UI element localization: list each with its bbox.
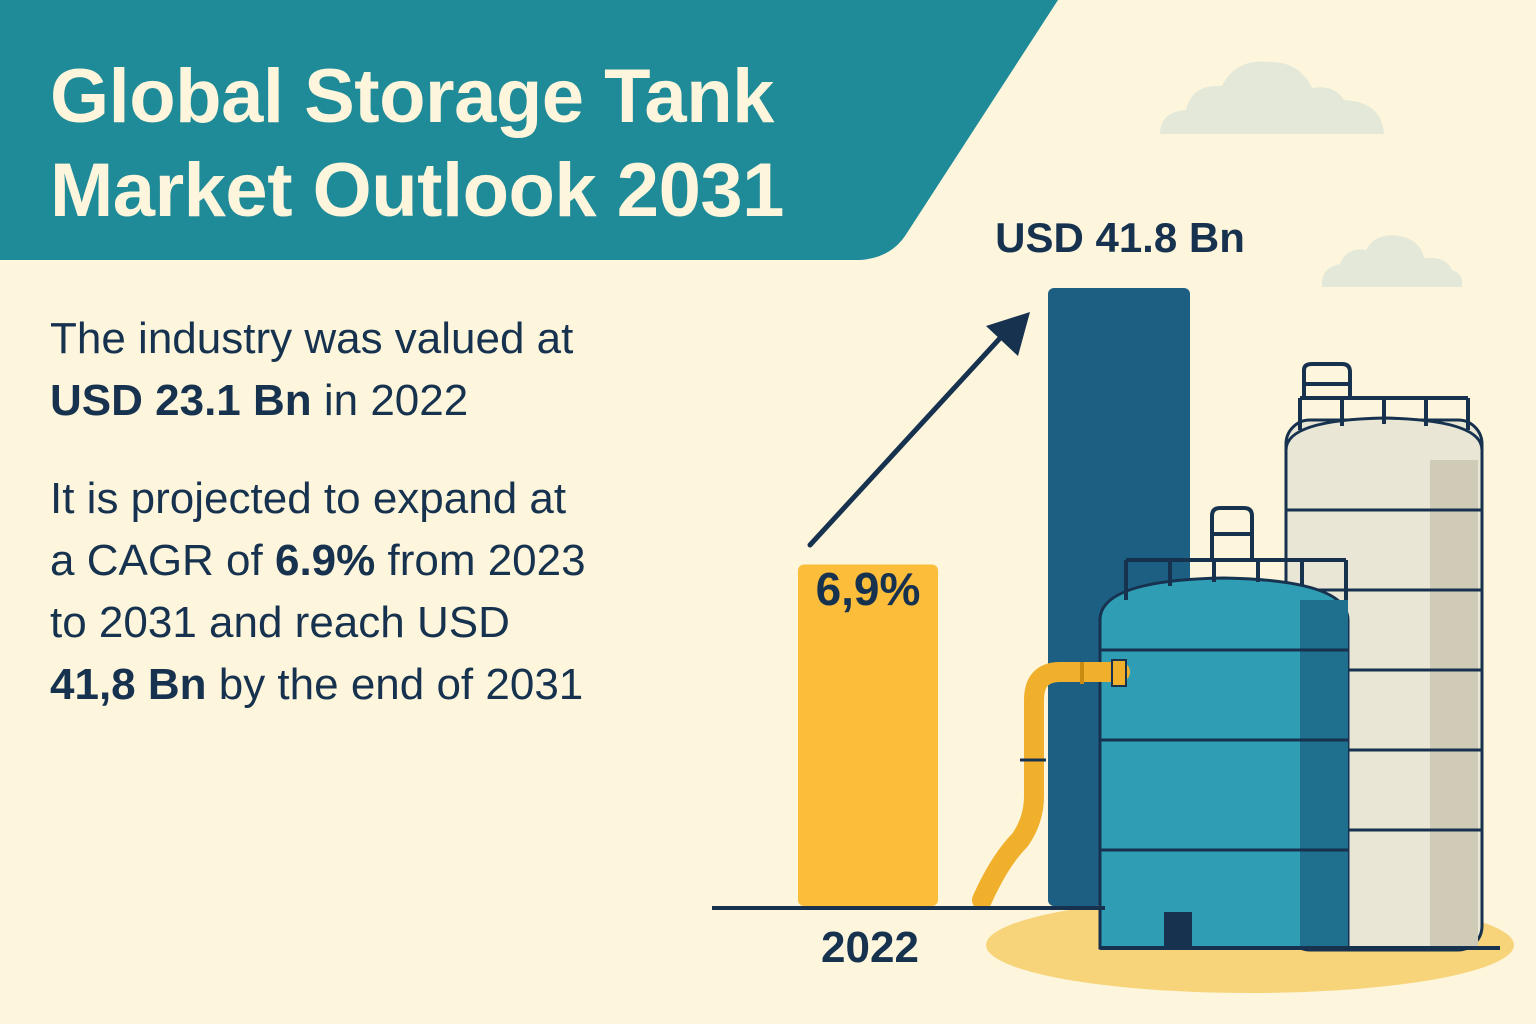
cloud-icon bbox=[1160, 61, 1384, 134]
cagr-suffix: from 2023 bbox=[375, 536, 586, 585]
cagr-label: 6,9% bbox=[816, 563, 921, 615]
value-2022: USD 23.1 Bn bbox=[50, 376, 312, 425]
storage-tank-icon bbox=[986, 362, 1514, 993]
cagr-prefix: a CAGR of bbox=[50, 536, 275, 585]
projection-line-3: to 2031 and reach USD bbox=[50, 598, 510, 647]
projection-line-4: 41,8 Bn by the end of 2031 bbox=[50, 654, 586, 716]
value-2031: 41,8 Bn bbox=[50, 660, 207, 709]
pipe-icon bbox=[972, 659, 1130, 910]
bar-2022 bbox=[798, 564, 938, 906]
projection-line-1: It is projected to expand at bbox=[50, 474, 567, 523]
cagr-value: 6.9% bbox=[274, 536, 376, 585]
valuation-line-1: The industry was valued at bbox=[50, 314, 574, 363]
valuation-line-2: USD 23.1 Bn in 2022 bbox=[50, 370, 573, 432]
projection-paragraph: It is projected to expand at a CAGR of 6… bbox=[50, 468, 586, 716]
projection-end-text: by the end of 2031 bbox=[206, 660, 584, 709]
valuation-year-text: in 2022 bbox=[311, 376, 469, 425]
valuation-paragraph: The industry was valued at USD 23.1 Bn i… bbox=[50, 308, 573, 432]
bar-2031-value-label: USD 41.8 Bn bbox=[995, 214, 1245, 261]
projection-line-2: a CAGR of 6.9% from 2023 bbox=[50, 530, 586, 592]
page-title: Global Storage Tank Market Outlook 2031 bbox=[50, 50, 784, 238]
cloud-icon bbox=[1321, 235, 1463, 287]
bar-2022-category-label: 2022 bbox=[821, 923, 919, 972]
arrow-up-right-icon bbox=[807, 312, 1030, 548]
title-line-2: Market Outlook 2031 bbox=[50, 148, 784, 233]
title-line-1: Global Storage Tank bbox=[50, 54, 774, 139]
